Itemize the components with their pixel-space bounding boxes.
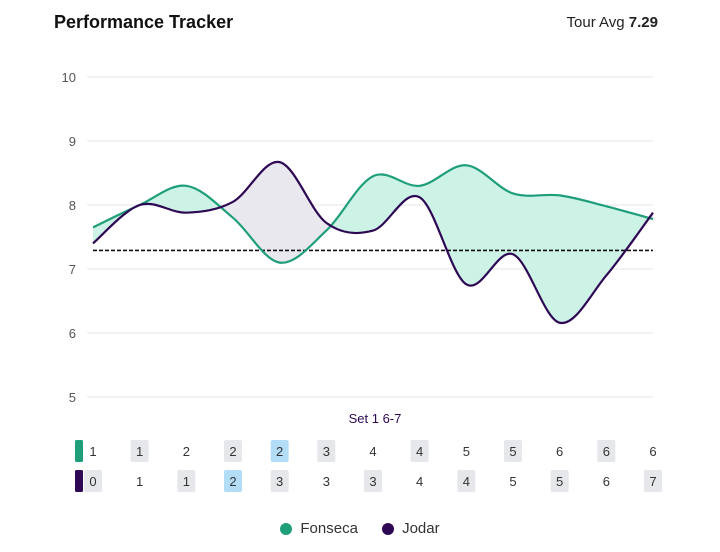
score-fonseca: 2 xyxy=(276,444,283,459)
score-fonseca: 2 xyxy=(183,444,190,459)
legend-item-jodar[interactable]: Jodar xyxy=(382,520,440,537)
y-tick-label: 8 xyxy=(69,198,76,213)
score-jodar: 6 xyxy=(603,474,610,489)
header: Performance Tracker Tour Avg 7.29 xyxy=(0,0,720,50)
tour-average: Tour Avg 7.29 xyxy=(567,14,658,31)
score-box xyxy=(550,470,569,492)
score-jodar: 5 xyxy=(509,474,516,489)
score-box xyxy=(597,440,616,462)
y-tick-label: 10 xyxy=(62,70,76,85)
score-box xyxy=(177,470,196,492)
page-title: Performance Tracker xyxy=(54,12,234,32)
score-fonseca: 6 xyxy=(649,444,656,459)
score-fonseca: 1 xyxy=(89,444,96,459)
score-jodar: 2 xyxy=(229,474,236,489)
score-jodar: 3 xyxy=(323,474,330,489)
legend-swatch-jodar xyxy=(382,522,395,535)
y-tick-label: 9 xyxy=(69,134,76,149)
score-fonseca: 6 xyxy=(603,444,610,459)
score-fonseca: 5 xyxy=(509,444,516,459)
score-fonseca: 5 xyxy=(463,444,470,459)
score-jodar: 0 xyxy=(89,474,96,489)
score-box xyxy=(270,470,289,492)
score-fonseca: 4 xyxy=(369,444,376,459)
score-jodar: 4 xyxy=(463,474,470,489)
score-jodar: 7 xyxy=(649,474,656,489)
y-tick-label: 6 xyxy=(69,326,76,341)
set-label: Set 1 6-7 xyxy=(349,411,402,426)
y-tick-label: 7 xyxy=(69,262,76,277)
score-box xyxy=(84,470,102,492)
area-fonseca-ahead xyxy=(93,207,135,244)
legend-swatch-fonseca xyxy=(280,522,293,535)
legend-label-fonseca: Fonseca xyxy=(300,520,358,537)
score-jodar: 5 xyxy=(556,474,563,489)
score-jodar: 1 xyxy=(183,474,190,489)
series-line-fonseca xyxy=(92,164,654,264)
score-box xyxy=(504,440,522,462)
score-box xyxy=(130,440,149,462)
score-box xyxy=(317,440,336,462)
tour-average-value: 7.29 xyxy=(628,14,658,31)
series-line-jodar xyxy=(92,161,654,324)
score-box xyxy=(224,470,242,492)
score-jodar: 4 xyxy=(416,474,423,489)
score-box xyxy=(457,470,476,492)
score-box xyxy=(410,440,429,462)
legend-label-jodar: Jodar xyxy=(402,520,440,537)
score-box xyxy=(224,440,242,462)
score-row-marker-jodar xyxy=(75,470,83,492)
legend-item-fonseca[interactable]: Fonseca xyxy=(280,520,358,537)
score-box xyxy=(270,440,289,462)
score-row-marker-fonseca xyxy=(75,440,83,462)
score-box xyxy=(364,470,382,492)
score-fonseca: 3 xyxy=(323,444,330,459)
score-fonseca: 1 xyxy=(136,444,143,459)
legend: Fonseca Jodar xyxy=(0,520,720,539)
score-fonseca: 4 xyxy=(416,444,423,459)
score-fonseca: 2 xyxy=(229,444,236,459)
score-fonseca: 6 xyxy=(556,444,563,459)
y-tick-label: 5 xyxy=(69,390,76,405)
area-jodar-ahead xyxy=(221,161,331,263)
area-fonseca-ahead xyxy=(331,165,650,323)
score-jodar: 1 xyxy=(136,474,143,489)
score-jodar: 3 xyxy=(276,474,283,489)
tour-average-label: Tour Avg xyxy=(566,14,625,31)
score-box xyxy=(644,470,662,492)
score-jodar: 3 xyxy=(369,474,376,489)
